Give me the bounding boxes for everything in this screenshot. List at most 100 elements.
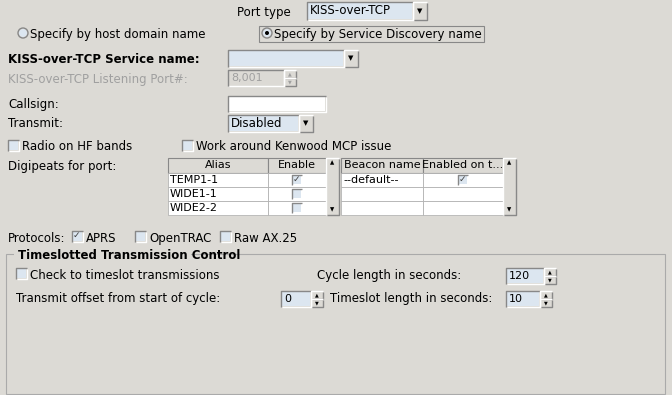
Text: Digipeats for port:: Digipeats for port:: [8, 160, 116, 173]
FancyBboxPatch shape: [268, 158, 326, 173]
FancyBboxPatch shape: [308, 3, 412, 19]
FancyBboxPatch shape: [9, 141, 18, 150]
Text: Work around Kenwood MCP issue: Work around Kenwood MCP issue: [196, 140, 391, 153]
Text: TEMP1-1: TEMP1-1: [170, 175, 218, 185]
Text: Enabled on t...: Enabled on t...: [423, 160, 503, 170]
FancyBboxPatch shape: [504, 159, 515, 214]
Text: Beacon name: Beacon name: [343, 160, 420, 170]
FancyBboxPatch shape: [17, 269, 26, 278]
Text: 8,001: 8,001: [231, 73, 263, 83]
FancyBboxPatch shape: [423, 201, 503, 215]
Text: Transmit:: Transmit:: [8, 117, 63, 130]
FancyBboxPatch shape: [423, 173, 503, 187]
Text: ▲: ▲: [544, 293, 548, 297]
FancyBboxPatch shape: [341, 158, 423, 173]
Text: APRS: APRS: [86, 232, 116, 245]
Text: ▲: ▲: [507, 160, 511, 166]
FancyBboxPatch shape: [168, 201, 268, 215]
Text: Check to timeslot transmissions: Check to timeslot transmissions: [30, 269, 220, 282]
Text: ▼: ▼: [548, 278, 552, 282]
FancyBboxPatch shape: [136, 232, 145, 241]
Text: ▲: ▲: [315, 293, 319, 297]
Text: ▼: ▼: [348, 56, 353, 62]
Text: KISS-over-TCP Listening Port#:: KISS-over-TCP Listening Port#:: [8, 73, 187, 86]
FancyBboxPatch shape: [293, 204, 301, 212]
FancyBboxPatch shape: [221, 232, 230, 241]
Circle shape: [19, 29, 27, 37]
Text: WIDE1-1: WIDE1-1: [170, 189, 218, 199]
Text: KISS-over-TCP: KISS-over-TCP: [310, 4, 391, 17]
FancyBboxPatch shape: [507, 292, 539, 306]
Text: ▼: ▼: [417, 8, 423, 14]
FancyBboxPatch shape: [14, 248, 191, 260]
Circle shape: [263, 29, 271, 37]
FancyBboxPatch shape: [6, 254, 665, 394]
Text: ✓: ✓: [293, 175, 300, 184]
FancyBboxPatch shape: [541, 292, 551, 298]
Text: Specify by Service Discovery name: Specify by Service Discovery name: [274, 28, 482, 41]
Text: ✓: ✓: [459, 175, 466, 184]
FancyBboxPatch shape: [459, 176, 467, 184]
FancyBboxPatch shape: [423, 158, 503, 173]
FancyBboxPatch shape: [285, 71, 295, 77]
Text: Port type: Port type: [237, 6, 291, 19]
Text: --default--: --default--: [343, 175, 398, 185]
FancyBboxPatch shape: [285, 79, 295, 85]
Text: ▼: ▼: [507, 207, 511, 213]
FancyBboxPatch shape: [341, 173, 423, 187]
FancyBboxPatch shape: [229, 116, 298, 131]
FancyBboxPatch shape: [312, 300, 322, 306]
Circle shape: [265, 31, 269, 35]
FancyBboxPatch shape: [168, 173, 268, 187]
FancyBboxPatch shape: [293, 190, 301, 198]
Text: ▼: ▼: [331, 207, 335, 213]
FancyBboxPatch shape: [282, 292, 310, 306]
FancyBboxPatch shape: [229, 71, 283, 85]
Text: Timeslotted Transmission Control: Timeslotted Transmission Control: [18, 249, 241, 262]
FancyBboxPatch shape: [423, 187, 503, 201]
FancyBboxPatch shape: [229, 97, 325, 111]
Text: WIDE2-2: WIDE2-2: [170, 203, 218, 213]
FancyBboxPatch shape: [545, 269, 555, 275]
Text: Callsign:: Callsign:: [8, 98, 58, 111]
FancyBboxPatch shape: [73, 232, 82, 241]
Text: Alias: Alias: [205, 160, 231, 170]
Text: Timeslot length in seconds:: Timeslot length in seconds:: [330, 292, 493, 305]
Text: ▼: ▼: [544, 301, 548, 305]
FancyBboxPatch shape: [293, 176, 301, 184]
Text: Radio on HF bands: Radio on HF bands: [22, 140, 132, 153]
FancyBboxPatch shape: [541, 300, 551, 306]
FancyBboxPatch shape: [545, 277, 555, 283]
FancyBboxPatch shape: [268, 201, 326, 215]
Text: 120: 120: [509, 271, 530, 281]
FancyBboxPatch shape: [268, 173, 326, 187]
FancyBboxPatch shape: [414, 3, 426, 19]
Text: ▼: ▼: [315, 301, 319, 305]
FancyBboxPatch shape: [183, 141, 192, 150]
Text: ▼: ▼: [303, 120, 308, 126]
Text: Protocols:: Protocols:: [8, 232, 65, 245]
Text: 0: 0: [284, 294, 291, 304]
FancyBboxPatch shape: [300, 116, 312, 131]
Text: ✓: ✓: [73, 231, 81, 239]
Text: Raw AX.25: Raw AX.25: [234, 232, 297, 245]
Text: Disabled: Disabled: [231, 117, 282, 130]
FancyBboxPatch shape: [345, 51, 357, 66]
Text: 10: 10: [509, 294, 523, 304]
Text: ▼: ▼: [288, 79, 292, 85]
Text: ▲: ▲: [288, 71, 292, 77]
Text: ▲: ▲: [548, 269, 552, 275]
FancyBboxPatch shape: [327, 159, 338, 214]
Text: OpenTRAC: OpenTRAC: [149, 232, 212, 245]
Text: Enable: Enable: [278, 160, 316, 170]
Text: Transmit offset from start of cycle:: Transmit offset from start of cycle:: [16, 292, 220, 305]
FancyBboxPatch shape: [341, 187, 423, 201]
FancyBboxPatch shape: [507, 269, 543, 283]
FancyBboxPatch shape: [268, 187, 326, 201]
FancyBboxPatch shape: [341, 201, 423, 215]
Text: KISS-over-TCP Service name:: KISS-over-TCP Service name:: [8, 53, 200, 66]
FancyBboxPatch shape: [229, 51, 343, 66]
FancyBboxPatch shape: [168, 187, 268, 201]
FancyBboxPatch shape: [168, 158, 268, 173]
FancyBboxPatch shape: [312, 292, 322, 298]
